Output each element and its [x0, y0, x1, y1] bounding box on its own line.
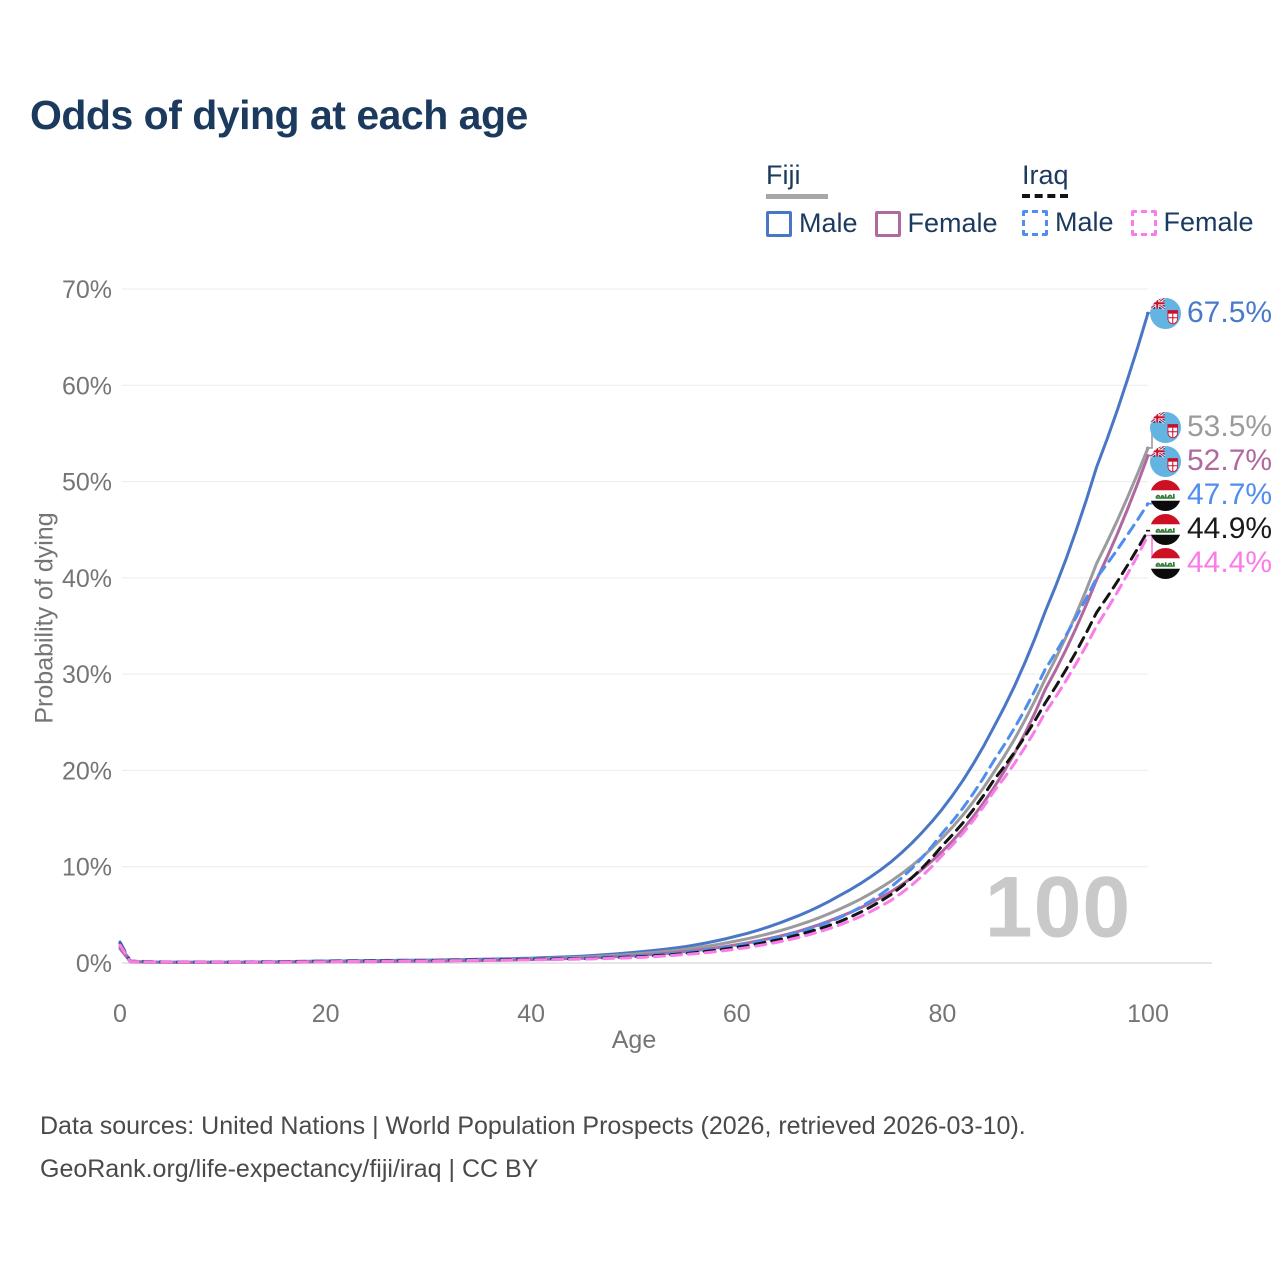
x-tick-label: 0: [113, 1000, 127, 1028]
y-tick-label: 70%: [62, 276, 112, 304]
y-tick-label: 0%: [76, 950, 112, 978]
y-tick-label: 30%: [62, 661, 112, 689]
x-tick-label: 20: [312, 1000, 340, 1028]
legend-items-iraq: Male Female: [1022, 207, 1271, 238]
legend-items-fiji: Male Female: [766, 208, 1015, 239]
x-tick-label: 40: [517, 1000, 545, 1028]
y-tick-label: 60%: [62, 372, 112, 400]
legend-country-fiji: Fiji: [766, 160, 801, 190]
footer-sources: Data sources: United Nations | World Pop…: [40, 1112, 1026, 1140]
legend-line-sample-fiji: [766, 194, 828, 199]
series-line-iraq-male: [118, 502, 1150, 964]
x-tick-label: 60: [723, 1000, 751, 1028]
legend-swatch-fiji-male[interactable]: [766, 210, 792, 237]
footer-attribution: GeoRank.org/life-expectancy/fiji/iraq | …: [40, 1155, 539, 1183]
legend-line-sample-iraq: [1022, 194, 1068, 198]
legend-country-iraq: Iraq: [1022, 160, 1069, 190]
y-tick-label: 20%: [62, 757, 112, 785]
legend-label-fiji-female[interactable]: Female: [907, 208, 998, 238]
age-watermark: 100: [984, 859, 1132, 956]
end-label-connector-fiji-both: [1146, 425, 1157, 449]
y-tick-label: 50%: [62, 469, 112, 497]
series-line-iraq-female: [118, 534, 1150, 964]
x-axis-title: Age: [611, 1026, 657, 1054]
legend-label-fiji-male[interactable]: Male: [799, 208, 858, 238]
legend-label-iraq-female[interactable]: Female: [1163, 207, 1254, 237]
legend-group-fiji: Fiji Male Female: [766, 160, 1015, 239]
end-label-connector-iraq-female: [1146, 534, 1157, 564]
end-label-connector-iraq-both: [1146, 527, 1157, 532]
footer: Data sources: United Nations | World Pop…: [40, 1105, 1026, 1191]
y-axis-title: Probability of dying: [30, 512, 59, 724]
y-tick-label: 40%: [62, 565, 112, 593]
legend-group-iraq: Iraq Male Female: [1022, 160, 1271, 238]
legend-label-iraq-male[interactable]: Male: [1055, 207, 1114, 237]
y-tick-label: 10%: [62, 854, 112, 882]
legend-swatch-fiji-female[interactable]: [874, 210, 901, 237]
page-title: Odds of dying at each age: [30, 92, 528, 138]
legend-swatch-iraq-male[interactable]: [1022, 209, 1048, 236]
x-tick-label: 100: [1127, 1000, 1169, 1028]
legend-swatch-iraq-female[interactable]: [1130, 209, 1157, 236]
x-tick-label: 80: [928, 1000, 956, 1028]
